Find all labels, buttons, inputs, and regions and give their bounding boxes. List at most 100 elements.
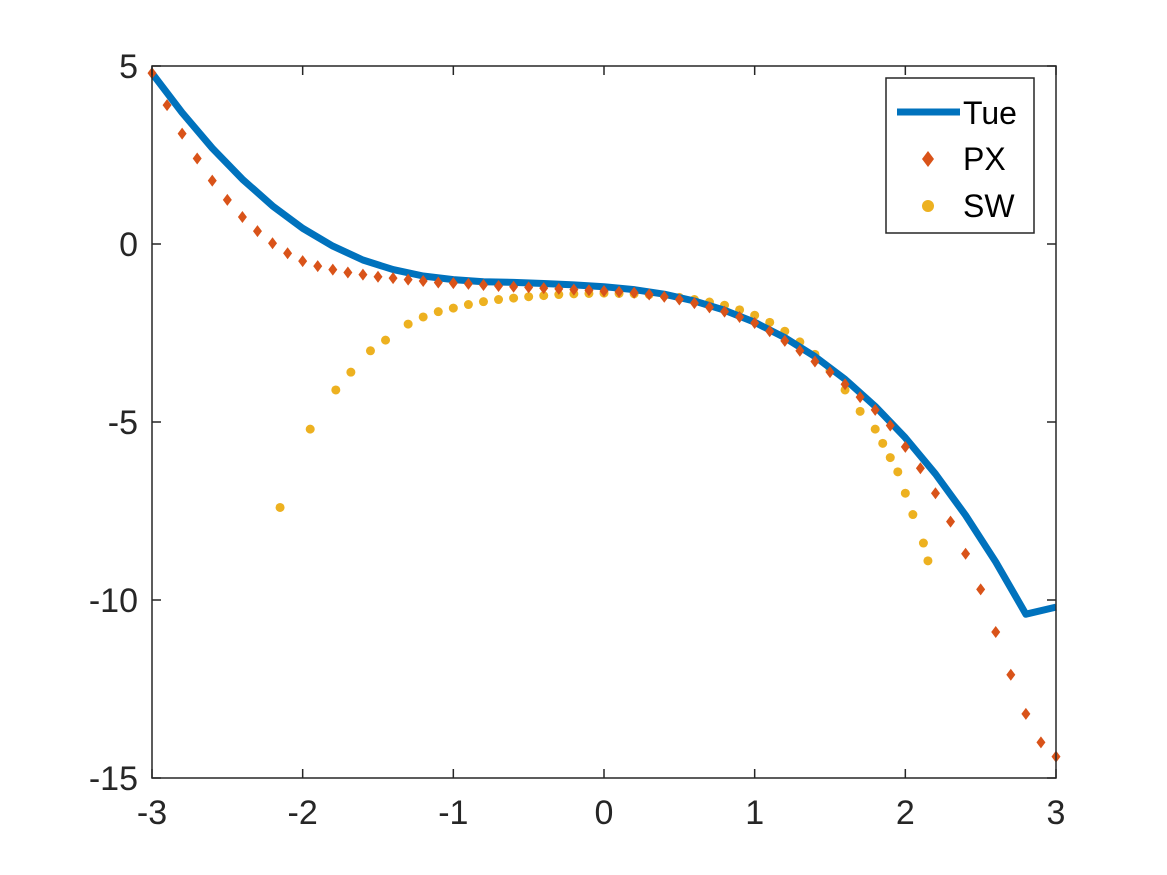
data-point-sw [331,385,341,395]
data-point-px [644,288,654,301]
data-point-px [403,273,413,286]
data-point-px [795,344,805,357]
legend: Tue PX SW [885,77,1035,234]
data-point-sw [365,346,375,356]
data-point-px [162,99,172,112]
y-tick-label: 0 [119,226,138,264]
data-point-sw [923,556,933,566]
legend-label-tue: Tue [963,95,1017,131]
x-tick-label: -2 [288,794,318,832]
axes-layer: -3 -2 -1 0 1 2 3-15-10-505 [89,48,1066,832]
x-tick-label: 0 [595,794,614,832]
data-point-px [509,280,519,293]
data-point-px [614,285,624,298]
data-point-px [328,263,338,276]
data-point-px [207,174,217,187]
legend-box [885,77,1035,234]
data-point-sw [305,424,315,434]
data-point-px [961,547,971,560]
data-point-px [252,225,262,238]
legend-label-sw: SW [963,188,1015,224]
data-point-px [1006,668,1016,681]
legend-label-px: PX [963,141,1006,177]
series-px [147,67,1061,763]
data-point-px [478,278,488,291]
data-point-px [283,247,293,260]
data-point-sw [403,319,413,329]
data-point-px [494,280,504,293]
data-point-px [659,290,669,303]
data-point-px [524,281,534,294]
data-point-px [976,583,986,596]
data-point-sw [381,335,391,345]
data-point-px [463,277,473,290]
x-tick-label: 2 [896,794,915,832]
data-point-sw [539,291,549,301]
data-point-px [750,317,760,330]
data-point-px [388,272,398,285]
y-tick-label: -5 [108,404,138,442]
data-point-px [373,270,383,283]
data-point-px [780,334,790,347]
legend-swatch-sw [922,200,934,212]
data-point-sw [870,424,880,434]
data-point-sw [478,297,488,307]
data-point-sw [900,488,910,498]
x-tick-label: -1 [438,794,468,832]
data-point-px [765,325,775,338]
data-point-px [840,378,850,391]
data-point-px [599,284,609,297]
data-point-sw [275,502,285,512]
data-point-px [237,210,247,223]
data-point-px [930,487,940,500]
series-layer [147,67,1061,763]
data-point-px [177,127,187,140]
data-point-px [885,419,895,432]
data-point-px [554,282,564,295]
data-point-px [735,310,745,323]
data-point-px [433,276,443,289]
data-point-sw [750,310,760,320]
data-point-px [268,237,278,250]
data-point-px [946,515,956,528]
data-point-sw [509,293,519,303]
y-tick-label: -15 [89,760,138,798]
data-point-px [222,193,232,206]
data-point-px [569,283,579,296]
data-point-sw [765,317,775,327]
data-point-sw [524,292,534,302]
data-point-sw [918,538,928,548]
data-point-px [448,277,458,290]
x-tick-label: 1 [745,794,764,832]
data-point-sw [448,303,458,313]
data-point-px [343,266,353,279]
data-point-px [1036,736,1046,749]
data-point-px [810,355,820,368]
data-point-px [313,260,323,273]
data-point-px [418,275,428,288]
data-point-px [720,305,730,318]
data-point-sw [878,438,888,448]
y-tick-label: -10 [89,582,138,620]
data-point-sw [463,300,473,310]
data-point-px [1021,707,1031,720]
data-point-px [870,403,880,416]
data-point-sw [893,467,903,477]
data-point-sw [855,406,865,416]
data-point-px [584,284,594,297]
data-point-px [358,268,368,281]
x-tick-label: -3 [137,794,167,832]
data-point-sw [433,307,443,317]
data-point-px [674,293,684,306]
data-point-sw [908,510,918,520]
legend-swatch-px [922,151,934,167]
data-point-sw [418,312,428,322]
data-point-px [991,626,1001,639]
data-point-px [704,301,714,314]
data-point-sw [885,453,895,463]
data-point-px [192,152,202,165]
data-point-sw [494,295,504,305]
y-tick-label: 5 [119,48,138,86]
data-point-px [689,297,699,310]
